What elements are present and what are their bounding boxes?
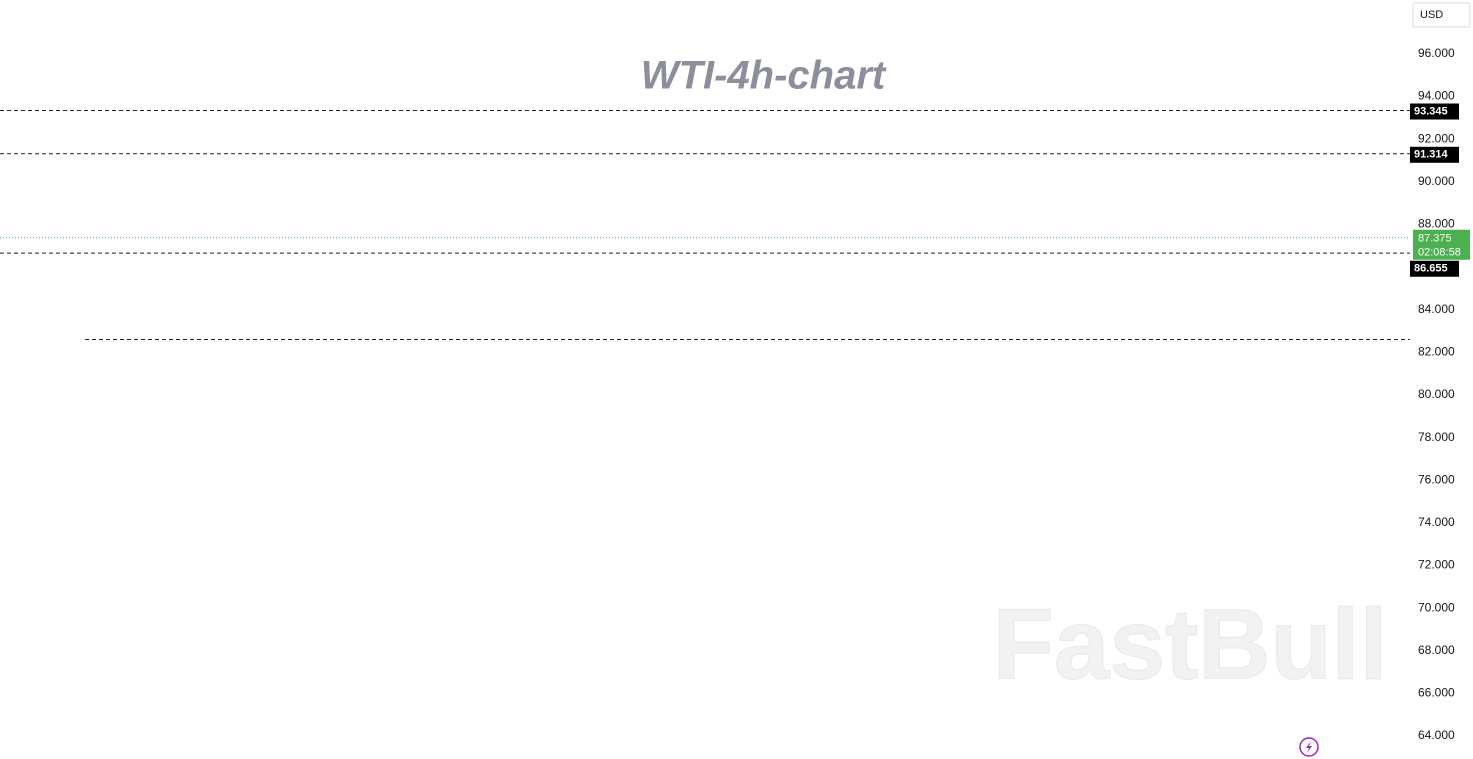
y-tick-label: 82.000 (1418, 344, 1455, 358)
y-tick-label: 76.000 (1418, 472, 1455, 486)
watermark: FastBull (993, 588, 1387, 700)
level-label: 93.345 (1414, 105, 1448, 117)
y-tick-label: 64.000 (1418, 728, 1455, 742)
y-tick-label: 68.000 (1418, 643, 1455, 657)
chart-title: WTI-4h-chart (641, 54, 887, 98)
level-box (1410, 146, 1459, 163)
y-tick-label: 78.000 (1418, 430, 1455, 444)
y-tick-label: 94.000 (1418, 89, 1455, 103)
currency[interactable]: USD (1420, 9, 1443, 21)
y-tick-label: 80.000 (1418, 387, 1455, 401)
level-label: 86.655 (1414, 263, 1448, 275)
y-tick-label: 84.000 (1418, 302, 1455, 316)
y-tick-label: 92.000 (1418, 131, 1455, 145)
y-tick-label: 74.000 (1418, 515, 1455, 529)
level-box (1410, 103, 1459, 120)
level-box (1410, 260, 1459, 277)
last-price-label: 87.375 (1418, 233, 1452, 245)
y-tick-label: 70.000 (1418, 600, 1455, 614)
y-tick-label: 88.000 (1418, 217, 1455, 231)
countdown: 02:08:58 (1418, 247, 1461, 259)
last-price-box (1413, 229, 1470, 260)
lightning-bolt (1306, 741, 1312, 753)
y-tick-label: 90.000 (1418, 174, 1455, 188)
lightning-icon[interactable] (1299, 737, 1319, 757)
y-tick-label: 66.000 (1418, 686, 1455, 700)
y-tick-label: 72.000 (1418, 558, 1455, 572)
level-label: 91.314 (1414, 149, 1449, 161)
currency-box[interactable] (1412, 2, 1471, 28)
y-tick-label: 96.000 (1418, 46, 1455, 60)
